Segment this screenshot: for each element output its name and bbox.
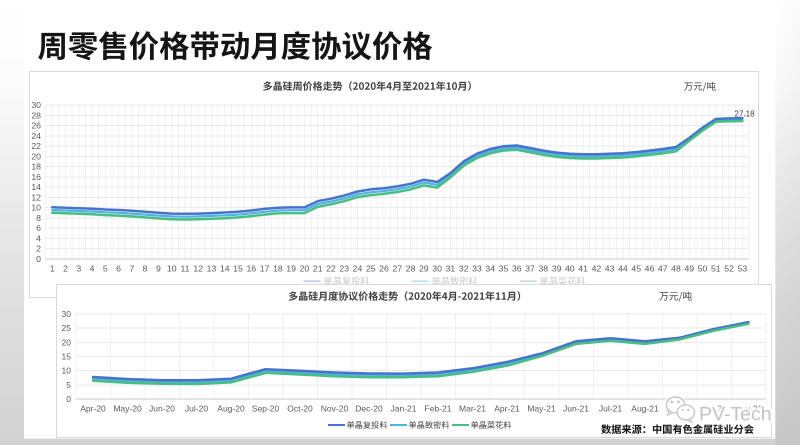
svg-text:4: 4 [36,234,41,244]
svg-text:Apr-20: Apr-20 [80,404,106,414]
svg-text:25: 25 [366,264,376,274]
svg-text:38: 38 [538,264,548,274]
svg-text:0: 0 [66,394,71,404]
svg-text:3: 3 [76,264,81,274]
svg-text:51: 51 [711,264,721,274]
svg-text:24: 24 [31,131,41,141]
svg-text:Feb-21: Feb-21 [425,404,452,414]
svg-text:26: 26 [379,264,389,274]
svg-text:PV-Tech: PV-Tech [700,404,773,426]
svg-text:29: 29 [419,264,429,274]
svg-text:40: 40 [565,264,575,274]
svg-text:Aug-20: Aug-20 [217,404,245,414]
svg-text:43: 43 [605,264,615,274]
svg-text:16: 16 [31,172,41,182]
svg-text:37: 37 [525,264,535,274]
svg-text:28: 28 [31,110,41,120]
svg-text:39: 39 [552,264,562,274]
svg-text:24: 24 [353,264,363,274]
svg-text:19: 19 [286,264,296,274]
svg-text:45: 45 [631,264,641,274]
svg-text:44: 44 [618,264,628,274]
svg-text:Oct-20: Oct-20 [287,404,313,414]
svg-text:48: 48 [671,264,681,274]
svg-text:Jan-21: Jan-21 [391,404,417,414]
svg-text:Mar-21: Mar-21 [459,404,486,414]
svg-text:41: 41 [578,264,588,274]
svg-text:12: 12 [193,264,203,274]
svg-text:27: 27 [392,264,402,274]
svg-text:20: 20 [300,264,310,274]
svg-text:Sep-20: Sep-20 [252,404,280,414]
svg-text:22: 22 [326,264,336,274]
svg-text:8: 8 [36,213,41,223]
svg-text:13: 13 [207,264,217,274]
svg-text:52: 52 [724,264,734,274]
svg-text:30: 30 [432,264,442,274]
svg-text:20: 20 [62,337,72,347]
svg-text:14: 14 [220,264,230,274]
svg-text:23: 23 [339,264,349,274]
svg-text:May-20: May-20 [113,404,142,414]
svg-text:Jun-20: Jun-20 [149,404,175,414]
svg-text:21: 21 [313,264,323,274]
svg-text:15: 15 [62,352,72,362]
svg-text:28: 28 [406,264,416,274]
svg-text:30: 30 [62,309,72,319]
svg-text:8: 8 [143,264,148,274]
svg-text:50: 50 [698,264,708,274]
svg-text:15: 15 [233,264,243,274]
svg-text:2: 2 [63,264,68,274]
svg-text:36: 36 [512,264,522,274]
svg-text:22: 22 [31,141,41,151]
svg-text:Jul-21: Jul-21 [599,404,622,414]
svg-text:17: 17 [260,264,270,274]
svg-text:10: 10 [31,203,41,213]
svg-text:34: 34 [485,264,495,274]
svg-text:27.18: 27.18 [735,110,756,119]
svg-text:5: 5 [66,380,71,390]
svg-text:Apr-21: Apr-21 [494,404,520,414]
svg-text:Jul-20: Jul-20 [185,404,208,414]
svg-text:4: 4 [90,264,95,274]
svg-text:Nov-21: Nov-21 [735,404,763,414]
svg-text:Aug-21: Aug-21 [631,404,659,414]
svg-text:5: 5 [103,264,108,274]
svg-text:12: 12 [31,192,41,202]
svg-text:9: 9 [156,264,161,274]
svg-text:0: 0 [36,254,41,264]
svg-text:25: 25 [62,323,72,333]
svg-text:10: 10 [167,264,177,274]
svg-text:20: 20 [31,151,41,161]
svg-text:2: 2 [36,244,41,254]
svg-text:Nov-20: Nov-20 [321,404,349,414]
svg-text:7: 7 [129,264,134,274]
svg-text:49: 49 [684,264,694,274]
svg-text:32: 32 [459,264,469,274]
svg-text:31: 31 [446,264,456,274]
svg-text:30: 30 [31,100,41,110]
svg-text:PV-Tech: PV-Tech [699,404,772,426]
svg-text:18: 18 [31,162,41,172]
svg-text:1: 1 [50,264,55,274]
svg-text:46: 46 [645,264,655,274]
svg-text:18: 18 [273,264,283,274]
svg-text:16: 16 [246,264,256,274]
svg-text:Dec-20: Dec-20 [355,404,383,414]
svg-text:May-21: May-21 [527,404,556,414]
svg-text:42: 42 [592,264,602,274]
svg-text:6: 6 [36,223,41,233]
svg-text:14: 14 [31,182,41,192]
svg-text:10: 10 [62,366,72,376]
svg-text:53: 53 [738,264,748,274]
svg-text:Jun-21: Jun-21 [563,404,589,414]
svg-text:26: 26 [31,121,41,131]
svg-text:35: 35 [499,264,509,274]
svg-text:6: 6 [116,264,121,274]
svg-text:11: 11 [180,264,189,274]
svg-text:33: 33 [472,264,482,274]
svg-text:Oct-21: Oct-21 [701,404,727,414]
svg-text:47: 47 [658,264,668,274]
